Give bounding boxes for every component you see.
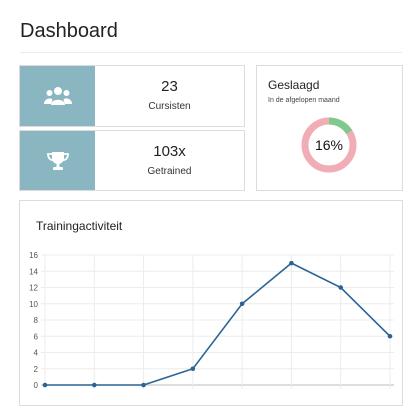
data-point bbox=[289, 260, 294, 266]
y-tick-label: 10 bbox=[29, 300, 38, 309]
series-line bbox=[45, 262, 391, 386]
chart-title: Trainingactiviteit bbox=[36, 219, 123, 233]
geslaagd-title: Geslaagd bbox=[268, 78, 320, 92]
stat-card-getrained[interactable]: 103x Getrained bbox=[19, 130, 245, 191]
trophy-icon bbox=[46, 151, 69, 170]
data-point bbox=[91, 382, 97, 388]
title-divider bbox=[20, 52, 402, 53]
pass-rate-donut: 16% bbox=[301, 117, 357, 173]
activity-line-chart: 0 2 4 6 8 10 12 14 16 bbox=[29, 251, 394, 390]
y-tick-label: 8 bbox=[34, 316, 39, 325]
y-tick-label: 2 bbox=[34, 365, 39, 374]
stat-value: 103x bbox=[153, 143, 186, 160]
users-icon bbox=[43, 87, 72, 105]
stat-value: 23 bbox=[161, 78, 178, 95]
donut-passed-arc bbox=[301, 117, 357, 173]
data-point bbox=[42, 382, 48, 388]
data-point bbox=[141, 382, 146, 388]
data-point bbox=[190, 366, 196, 372]
stat-label: Cursisten bbox=[148, 101, 191, 112]
activity-card[interactable]: Trainingactiviteit 0 2 4 6 8 10 12 14 16 bbox=[19, 200, 403, 406]
donut-percent-label: 16% bbox=[315, 137, 343, 153]
y-tick-label: 12 bbox=[29, 284, 38, 293]
y-tick-label: 14 bbox=[29, 267, 38, 276]
geslaagd-card[interactable]: Geslaagd In de afgelopen maand 16% bbox=[256, 65, 403, 191]
data-point bbox=[387, 333, 393, 339]
page-title: Dashboard bbox=[20, 20, 118, 42]
stat-card-cursisten[interactable]: 23 Cursisten bbox=[19, 65, 245, 127]
y-tick-label: 4 bbox=[34, 349, 39, 358]
data-point bbox=[338, 285, 344, 290]
stat-icon-box bbox=[20, 66, 95, 126]
y-tick-label: 16 bbox=[29, 251, 38, 260]
y-tick-label: 6 bbox=[34, 332, 39, 341]
stat-body: 23 Cursisten bbox=[95, 66, 244, 126]
stat-icon-box bbox=[20, 131, 95, 190]
y-tick-label: 0 bbox=[34, 381, 39, 390]
stat-body: 103x Getrained bbox=[95, 131, 244, 190]
data-point bbox=[239, 301, 245, 307]
geslaagd-subtitle: In de afgelopen maand bbox=[268, 97, 340, 104]
stat-label: Getrained bbox=[147, 166, 192, 177]
